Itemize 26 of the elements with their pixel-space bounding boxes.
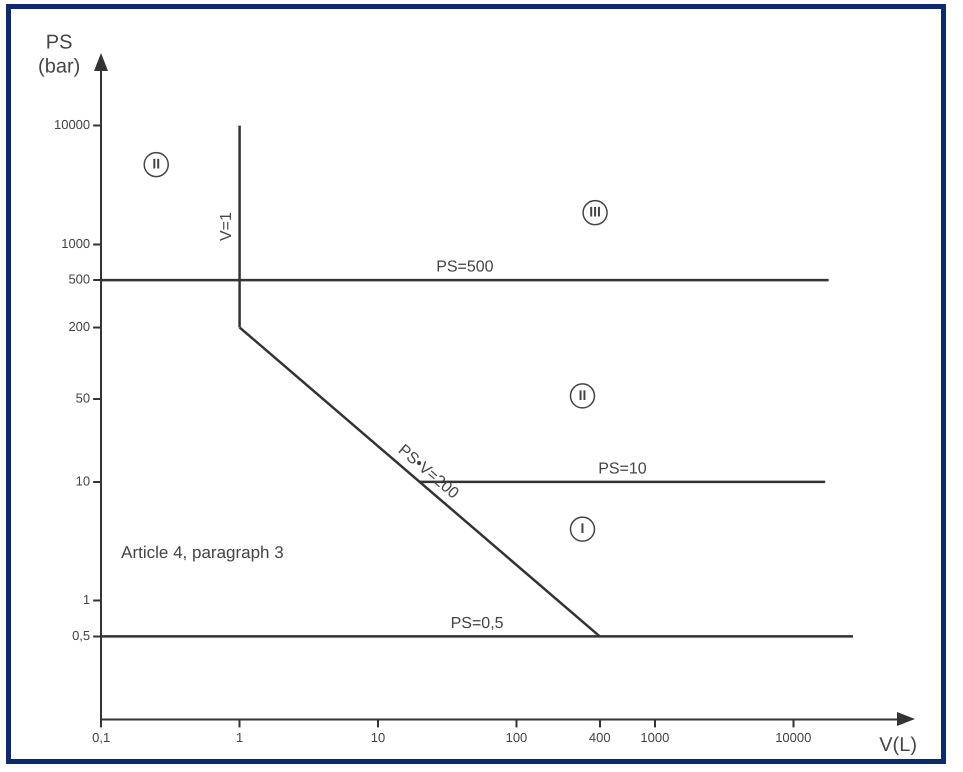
series-label: PS=500 bbox=[436, 258, 494, 276]
x-tick-label: 1000 bbox=[640, 730, 670, 745]
annotation: II bbox=[152, 155, 160, 172]
series-label: PS=10 bbox=[598, 460, 647, 478]
y-tick-label: 10000 bbox=[54, 117, 90, 132]
text: V=1 bbox=[218, 212, 235, 241]
y-tick-label: 500 bbox=[68, 272, 90, 287]
y-tick-label: 1000 bbox=[61, 236, 90, 251]
x-axis-title: V(L) bbox=[879, 734, 917, 756]
series-label: PS=0,5 bbox=[450, 614, 504, 632]
annotation: Article 4, paragraph 3 bbox=[121, 542, 284, 562]
y-axis-title: PS (bar) bbox=[38, 32, 80, 78]
y-tick-label: 50 bbox=[76, 390, 90, 406]
y-tick-label: 200 bbox=[68, 318, 90, 334]
x-tick-label: 0,1 bbox=[92, 730, 110, 745]
annotation: II bbox=[578, 386, 586, 403]
x-tick-label: 10 bbox=[370, 730, 386, 745]
y-tick-label: 10 bbox=[76, 473, 90, 488]
x-tick-label: 10000 bbox=[775, 730, 812, 745]
y-tick-label: 1 bbox=[82, 592, 90, 608]
x-tick-label: 100 bbox=[506, 730, 528, 745]
y-tick-label: 0,5 bbox=[72, 628, 90, 643]
x-tick-label: 1 bbox=[236, 730, 244, 745]
annotation: I bbox=[580, 520, 584, 536]
annotation: III bbox=[589, 204, 601, 220]
x-tick-label: 400 bbox=[588, 730, 611, 745]
